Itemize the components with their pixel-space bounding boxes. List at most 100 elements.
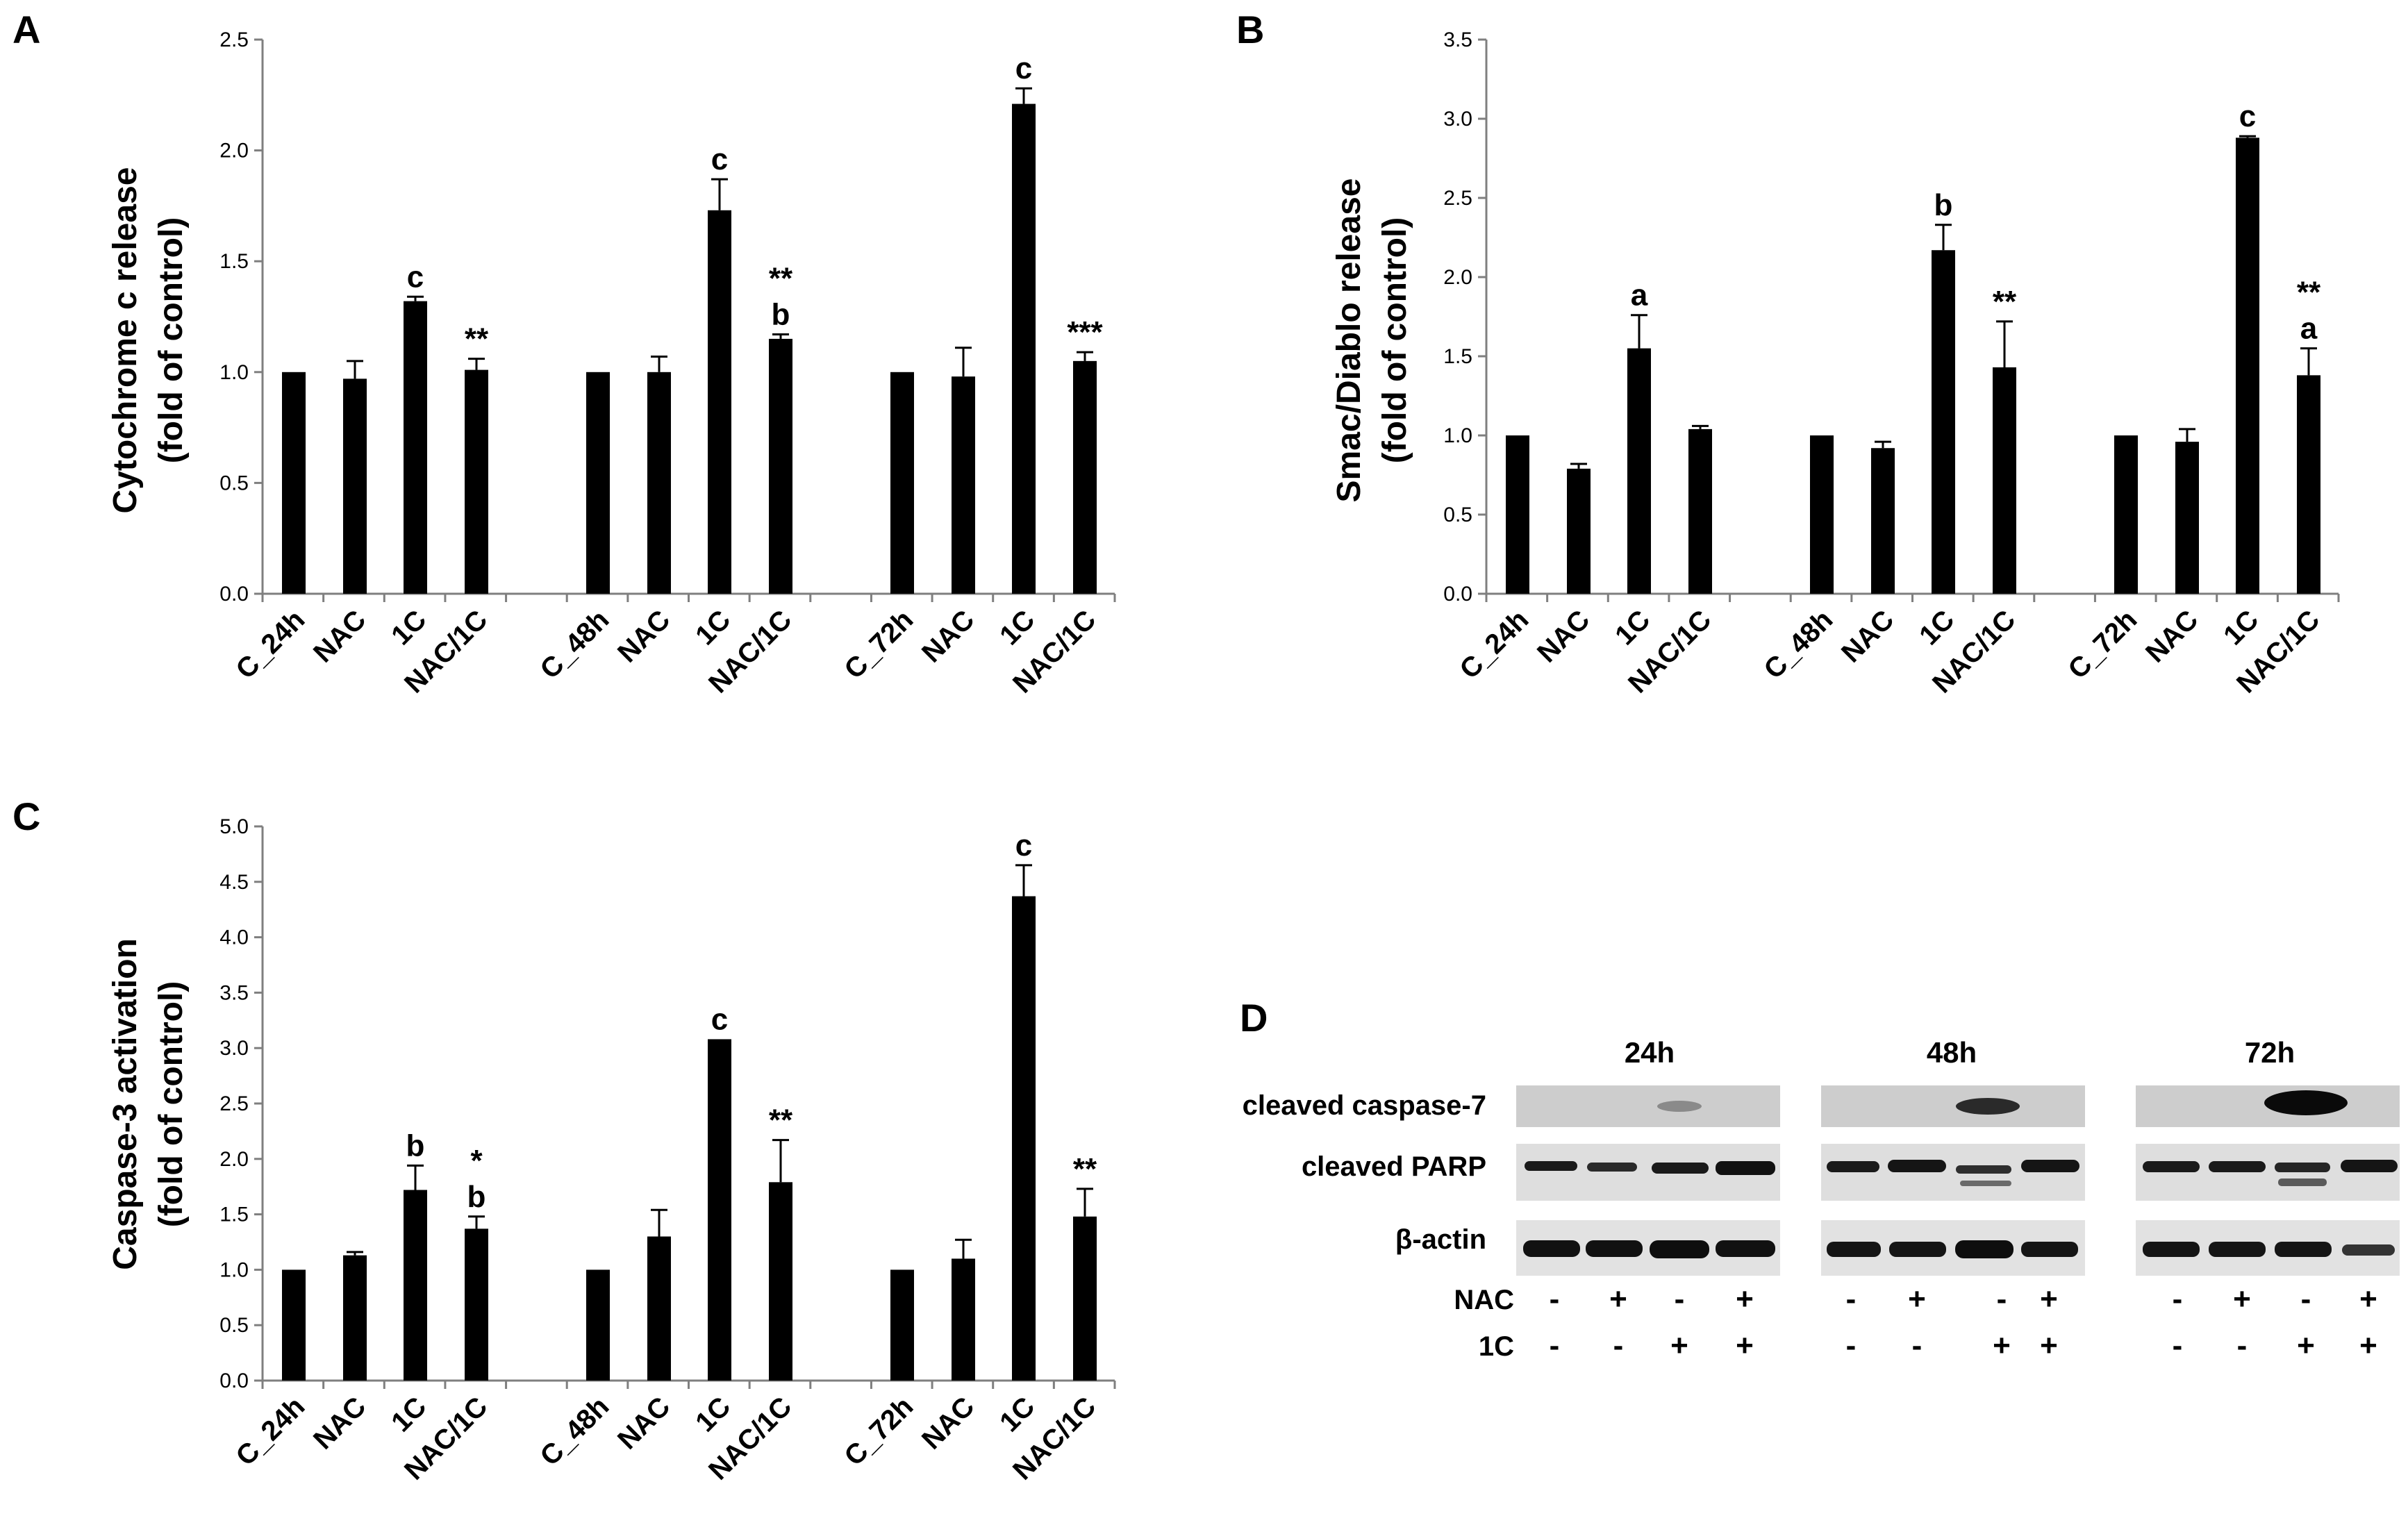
x-category-label: 1C: [1913, 604, 1960, 651]
band-parp-48h-lane4: [2021, 1160, 2079, 1172]
bar: [708, 210, 731, 594]
y-tick-label: 2.0: [219, 140, 249, 163]
bar: [1073, 360, 1097, 594]
panel-c-chart: C Caspase-3 activation (fold of control)…: [13, 794, 1116, 1486]
x-category-label: NAC: [308, 1391, 372, 1455]
significance-annotation: c: [711, 1002, 728, 1036]
y-axis-label-line1: Caspase-3 activation: [107, 938, 144, 1270]
y-axis-label: Cytochrome c release (fold of control): [107, 167, 190, 514]
y-tick-label: 1.5: [219, 250, 249, 273]
band-parp-48h-lane3-cleaved: [1960, 1181, 2011, 1186]
x-category-label: C_72h: [838, 1391, 919, 1472]
bar: [890, 1269, 914, 1381]
y-axis-label-line1: Smac/Diablo release: [1331, 178, 1368, 503]
y-axis-label: Smac/Diablo release (fold of control): [1331, 178, 1413, 503]
bar: [2236, 138, 2259, 594]
panel-letter-a: A: [13, 8, 40, 51]
blot-strip-caspase7-48h: [1821, 1085, 2085, 1127]
band-parp-48h-lane1: [1827, 1161, 1879, 1172]
blot-bands: [1523, 1090, 2398, 1258]
band-actin-24h-lane4: [1716, 1240, 1775, 1257]
significance-annotation: b: [406, 1128, 425, 1163]
treatment-label-1c: 1C: [1479, 1331, 1514, 1362]
treatment-sign: +: [1670, 1328, 1688, 1363]
treatment-sign: -: [2237, 1328, 2248, 1363]
significance-annotation: **: [1073, 1152, 1097, 1186]
bar: [404, 1190, 427, 1381]
y-tick-label: 4.5: [219, 871, 249, 894]
band-actin-72h-lane2: [2209, 1242, 2266, 1257]
x-category-label: C_24h: [230, 1391, 310, 1472]
bar: [2114, 435, 2138, 594]
y-tick-label: 1.0: [219, 361, 249, 384]
significance-annotation: **: [2297, 276, 2321, 310]
band-caspase7-48h-1c: [1956, 1098, 2020, 1115]
band-parp-48h-lane2: [1888, 1160, 1946, 1172]
band-caspase7-72h-1c: [2264, 1090, 2348, 1115]
band-actin-48h-lane1: [1827, 1242, 1881, 1257]
treatment-sign: +: [1609, 1282, 1627, 1316]
treatment-sign: -: [1846, 1282, 1857, 1316]
bar: [1810, 435, 1834, 594]
treatment-sign: +: [1736, 1328, 1754, 1363]
bar: [952, 1258, 975, 1381]
treatment-sign: +: [2359, 1328, 2377, 1363]
x-category-label: NAC: [308, 604, 372, 668]
y-tick-label: 1.5: [1443, 345, 1472, 368]
treatment-sign: -: [1550, 1282, 1560, 1316]
x-category-label: 1C: [994, 1391, 1040, 1438]
bar: [952, 376, 975, 594]
panel-d-western-blot: D 24h 48h 72h cleaved caspase-7 cleaved …: [1240, 996, 2400, 1363]
treatment-sign: +: [2233, 1282, 2251, 1316]
significance-annotation: c: [1015, 828, 1032, 863]
treatment-sign: -: [2173, 1328, 2183, 1363]
x-category-label: C_24h: [230, 604, 310, 685]
x-category-label: NAC: [916, 1391, 980, 1455]
significance-annotation: b: [772, 298, 790, 332]
panel-b-chart: B Smac/Diablo release (fold of control) …: [1236, 8, 2340, 699]
bar: [1688, 428, 1712, 594]
x-category-label: C_48h: [534, 1391, 615, 1472]
band-actin-72h-lane4: [2342, 1244, 2395, 1256]
panel-letter-d: D: [1240, 996, 1268, 1040]
band-actin-24h-lane3: [1650, 1240, 1709, 1258]
treatment-label-nac: NAC: [1454, 1285, 1514, 1315]
panel-letter-b: B: [1236, 8, 1264, 51]
x-category-label: NAC: [612, 1391, 676, 1455]
treatment-sign: -: [1846, 1328, 1857, 1363]
treatment-sign: +: [2040, 1328, 2058, 1363]
band-parp-72h-lane2: [2209, 1161, 2266, 1172]
bar: [1932, 250, 1955, 594]
y-tick-label: 0.5: [219, 472, 249, 494]
band-parp-72h-lane4: [2341, 1160, 2398, 1172]
treatment-sign: -: [2173, 1282, 2183, 1316]
treatment-signs: - + - + - + - + - + - +- - + + - - + + - - + +: [1550, 1282, 2377, 1363]
x-category-label: 1C: [385, 604, 432, 651]
treatment-sign: +: [1736, 1282, 1754, 1316]
band-actin-72h-lane1: [2143, 1242, 2200, 1257]
bar: [708, 1039, 731, 1381]
panel-a-chart: A Cytochrome c release (fold of control)…: [13, 8, 1116, 699]
y-axis-label-line1: Cytochrome c release: [107, 167, 144, 514]
band-parp-48h-lane3: [1956, 1165, 2011, 1174]
y-tick-label: 3.0: [219, 1037, 249, 1060]
y-axis-label-line2: (fold of control): [1377, 217, 1413, 464]
treatment-sign: -: [1613, 1328, 1624, 1363]
row-label-cleaved-caspase-7: cleaved caspase-7: [1243, 1090, 1486, 1121]
bar: [465, 1228, 488, 1381]
band-actin-24h-lane1: [1523, 1240, 1580, 1257]
treatment-sign: +: [1993, 1328, 2011, 1363]
band-parp-72h-lane3: [2275, 1163, 2330, 1172]
panel-letter-c: C: [13, 794, 40, 838]
treatment-sign: -: [1912, 1328, 1923, 1363]
treatment-sign: -: [2301, 1282, 2311, 1316]
band-actin-72h-lane3: [2275, 1242, 2332, 1257]
bar: [890, 372, 914, 594]
y-axis-label-line2: (fold of control): [153, 981, 190, 1228]
x-category-label: NAC: [916, 604, 980, 668]
x-category-label: C_72h: [2062, 604, 2143, 685]
timepoint-label-72h: 72h: [2245, 1036, 2295, 1069]
x-category-label: NAC: [1836, 604, 1900, 668]
treatment-sign: -: [1550, 1328, 1560, 1363]
